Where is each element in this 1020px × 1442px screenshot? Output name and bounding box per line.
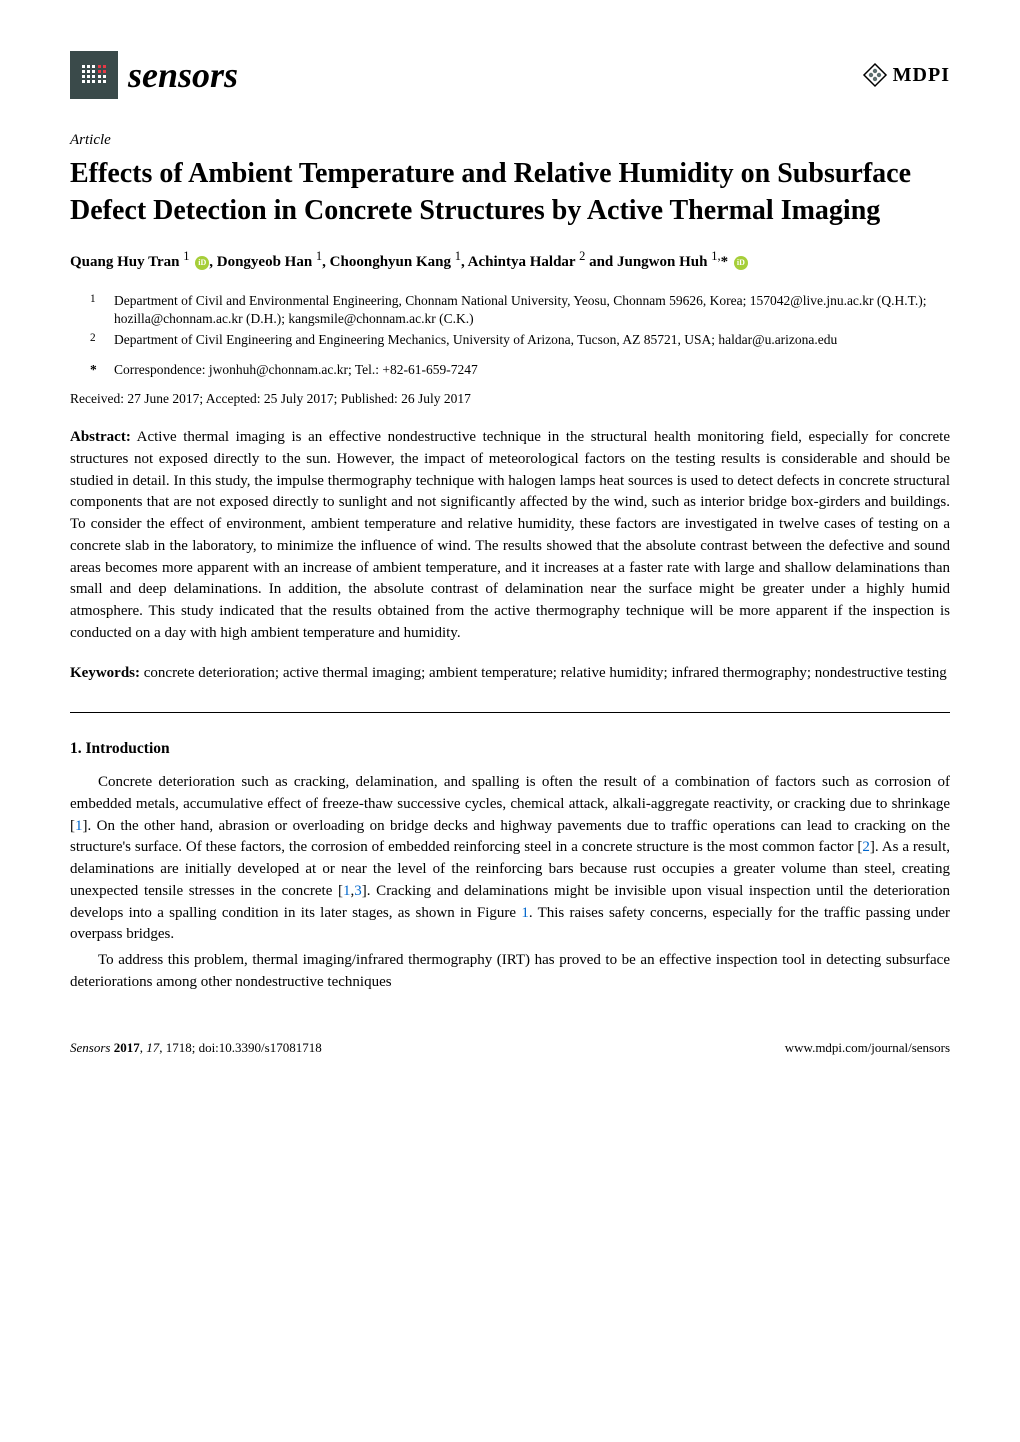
affiliation-1: 1 Department of Civil and Environmental …	[90, 292, 950, 328]
ref-1-repeat[interactable]: 1	[343, 883, 351, 899]
sensors-logo-icon	[70, 51, 118, 99]
author-5: and Jungwon Huh	[585, 254, 711, 270]
author-5-affil: 1,	[711, 249, 720, 263]
abstract-block: Abstract: Active thermal imaging is an e…	[70, 427, 950, 645]
author-4: , Achintya Haldar	[461, 254, 579, 270]
ref-2[interactable]: 2	[862, 839, 870, 855]
header: sensors MDPI	[70, 50, 950, 100]
intro-para-1: Concrete deterioration such as cracking,…	[70, 772, 950, 946]
journal-logo-block: sensors	[70, 50, 238, 100]
para1-text-b: ]. On the other hand, abrasion or overlo…	[70, 818, 950, 856]
affil-text-1: Department of Civil and Environmental En…	[114, 292, 950, 328]
article-title: Effects of Ambient Temperature and Relat…	[70, 156, 950, 229]
correspondence-block: * Correspondence: jwonhuh@chonnam.ac.kr;…	[70, 361, 950, 380]
corresponding-star: *	[721, 254, 729, 270]
ref-1[interactable]: 1	[75, 818, 83, 834]
article-type: Article	[70, 130, 950, 151]
author-1: Quang Huy Tran	[70, 254, 183, 270]
author-3: , Choonghyun Kang	[322, 254, 455, 270]
abstract-label: Abstract:	[70, 429, 131, 445]
corr-text: Correspondence: jwonhuh@chonnam.ac.kr; T…	[114, 361, 478, 380]
author-1-affil: 1	[183, 249, 189, 263]
publication-dates: Received: 27 June 2017; Accepted: 25 Jul…	[70, 390, 950, 409]
affil-num-1: 1	[90, 292, 102, 328]
footer-right[interactable]: www.mdpi.com/journal/sensors	[785, 1039, 950, 1057]
corr-symbol: *	[90, 361, 102, 380]
footer-year: 2017	[114, 1040, 140, 1055]
ref-3[interactable]: 3	[354, 883, 362, 899]
footer-doi: , 1718; doi:10.3390/s17081718	[159, 1040, 322, 1055]
publisher-logo: MDPI	[862, 61, 950, 89]
affil-num-2: 2	[90, 331, 102, 349]
publisher-name: MDPI	[893, 61, 950, 89]
author-2: , Dongyeob Han	[209, 254, 316, 270]
mdpi-icon	[862, 62, 888, 88]
keywords-text: concrete deterioration; active thermal i…	[140, 665, 947, 681]
affiliations-block: 1 Department of Civil and Environmental …	[70, 292, 950, 350]
orcid-icon[interactable]	[195, 256, 209, 270]
affiliation-2: 2 Department of Civil Engineering and En…	[90, 331, 950, 349]
section-1-heading: 1. Introduction	[70, 738, 950, 760]
keywords-label: Keywords:	[70, 665, 140, 681]
authors-list: Quang Huy Tran 1 , Dongyeob Han 1, Choon…	[70, 247, 950, 274]
orcid-icon[interactable]	[734, 256, 748, 270]
section-divider	[70, 712, 950, 713]
footer-vol: 17	[146, 1040, 159, 1055]
page-footer: Sensors 2017, 17, 1718; doi:10.3390/s170…	[70, 1034, 950, 1057]
footer-left: Sensors 2017, 17, 1718; doi:10.3390/s170…	[70, 1039, 322, 1057]
fig-ref-1[interactable]: 1	[521, 905, 529, 921]
affil-text-2: Department of Civil Engineering and Engi…	[114, 331, 837, 349]
abstract-text: Active thermal imaging is an effective n…	[70, 429, 950, 641]
journal-name: sensors	[128, 50, 238, 100]
footer-journal: Sensors	[70, 1040, 114, 1055]
keywords-block: Keywords: concrete deterioration; active…	[70, 663, 950, 685]
intro-para-2: To address this problem, thermal imaging…	[70, 950, 950, 994]
sensors-grid-icon	[78, 59, 110, 91]
